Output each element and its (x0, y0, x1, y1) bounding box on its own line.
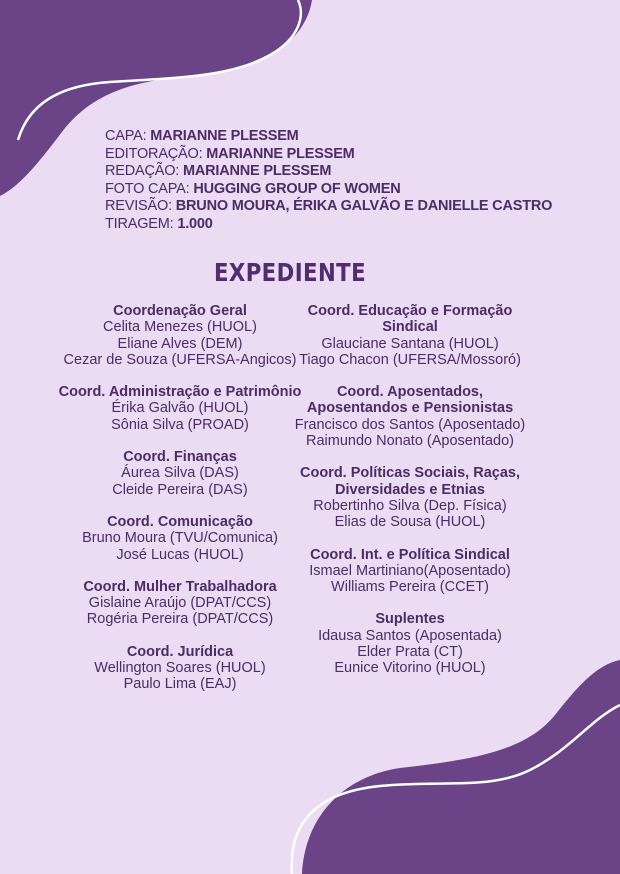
bottom-right-blob (302, 660, 620, 874)
member-name: Cleide Pereira (DAS) (112, 481, 248, 498)
credit-value: MARIANNE PLESSEM (182, 163, 332, 179)
credit-line: CAPA: MARIANNE PLESSEM (105, 128, 552, 146)
member-name: Gislaine Araújo (DPAT/CCS) (88, 595, 272, 612)
member-name: Eunice Vitorino (HUOL) (334, 660, 486, 677)
section: Coord. Aposentados, Aposentandos e Pensi… (285, 384, 535, 449)
section-heading: Coord. Educação e Formação Sindical (307, 303, 513, 336)
left-column: Coordenação Geral Celita Menezes (HUOL) El… (55, 303, 305, 709)
credits-block: CAPA: MARIANNE PLESSEM EDITORAÇÃO: MARIAN… (105, 128, 552, 233)
credit-value: 1.000 (177, 215, 213, 232)
page-title: EXPEDIENTE (213, 258, 367, 287)
member-name: José Lucas (HUOL) (116, 546, 244, 563)
member-name: Wellington Soares (HUOL) (94, 660, 266, 677)
section-heading: Coord. Administração e Patrimônio (58, 384, 302, 401)
section: Coordenação Geral Celita Menezes (HUOL) El… (55, 303, 305, 368)
section: Coord. Educação e Formação Sindical Glauc… (285, 303, 535, 368)
member-name: Tiago Chacon (UFERSA/Mossoró) (299, 351, 521, 368)
section: Coord. Jurídica Wellington Soares (HUOL) P… (55, 644, 305, 693)
credit-line: REDAÇÃO: MARIANNE PLESSEM (105, 163, 552, 181)
credit-label: EDITORAÇÃO: (105, 145, 203, 162)
section: Coord. Int. e Política Sindical Ismael Ma… (285, 547, 535, 596)
section: Suplentes Idausa Santos (Aposentada) Elder… (285, 611, 535, 676)
member-name: Glauciane Santana (HUOL) (321, 335, 499, 352)
credit-line: FOTO CAPA: HUGGING GROUP OF WOMEN (105, 181, 552, 199)
member-name: Raimundo Nonato (Aposentado) (306, 433, 514, 450)
section-heading: Coord. Jurídica (126, 643, 234, 660)
section: Coord. Políticas Sociais, Raças, Diversi… (285, 465, 535, 530)
credit-label: TIRAGEM: (105, 215, 174, 232)
section: Coord. Administração e Patrimônio Érika G… (55, 384, 305, 433)
member-name: Cezar de Souza (UFERSA-Angicos) (63, 351, 297, 368)
section: Coord. Finanças Áurea Silva (DAS) Cleide P… (55, 449, 305, 498)
member-name: Ismael Martiniano(Aposentado) (309, 562, 511, 579)
member-name: Rogéria Pereira (DPAT/CCS) (86, 611, 274, 628)
credit-value: MARIANNE PLESSEM (150, 128, 299, 144)
credit-label: CAPA: (105, 128, 147, 144)
top-left-blob (0, 0, 312, 196)
credit-label: REDAÇÃO: (105, 163, 180, 179)
credit-line: EDITORAÇÃO: MARIANNE PLESSEM (105, 146, 552, 164)
member-name: Érika Galvão (HUOL) (111, 400, 249, 417)
credit-value: BRUNO MOURA, ÉRIKA GALVÃO E DANIELLE CAS… (175, 198, 553, 214)
section-heading: Suplentes (375, 611, 445, 628)
credit-line: REVISÃO: BRUNO MOURA, ÉRIKA GALVÃO E DAN… (105, 198, 552, 216)
member-name: Eliane Alves (DEM) (117, 335, 243, 352)
credit-label: FOTO CAPA: (105, 180, 190, 197)
member-name: Sônia Silva (PROAD) (111, 416, 249, 433)
credit-value: HUGGING GROUP OF WOMEN (193, 180, 401, 197)
member-name: Elder Prata (CT) (357, 644, 463, 661)
right-column: Coord. Educação e Formação Sindical Glauc… (285, 303, 535, 693)
credit-value: MARIANNE PLESSEM (206, 145, 355, 162)
section-heading: Coord. Aposentados, Aposentandos e Pensi… (306, 384, 514, 417)
member-name: Williams Pereira (CCET) (331, 579, 489, 596)
top-left-curve-line (16, 0, 302, 141)
member-name: Idausa Santos (Aposentada) (318, 627, 502, 644)
member-name: Robertinho Silva (Dep. Física) (313, 497, 507, 514)
member-name: Francisco dos Santos (Aposentado) (294, 416, 526, 433)
member-name: Áurea Silva (DAS) (121, 465, 239, 482)
section: Coord. Mulher Trabalhadora Gislaine Araúj… (55, 579, 305, 628)
section-heading: Coord. Mulher Trabalhadora (83, 578, 277, 595)
member-name: Bruno Moura (TVU/Comunica) (82, 530, 278, 547)
member-name: Paulo Lima (EAJ) (123, 676, 237, 693)
bottom-right-curve-line (290, 703, 620, 874)
section-heading: Coord. Comunicação (107, 513, 253, 530)
section-heading: Coord. Int. e Política Sindical (310, 546, 510, 563)
credit-label: REVISÃO: (105, 198, 172, 214)
section: Coord. Comunicação Bruno Moura (TVU/Comun… (55, 514, 305, 563)
member-name: Elias de Sousa (HUOL) (334, 514, 486, 531)
section-heading: Coord. Finanças (123, 449, 237, 466)
member-name: Celita Menezes (HUOL) (103, 319, 257, 336)
section-heading: Coordenação Geral (113, 303, 247, 319)
credit-line: TIRAGEM: 1.000 (105, 216, 552, 234)
section-heading: Coord. Políticas Sociais, Raças, Diversi… (300, 465, 520, 498)
